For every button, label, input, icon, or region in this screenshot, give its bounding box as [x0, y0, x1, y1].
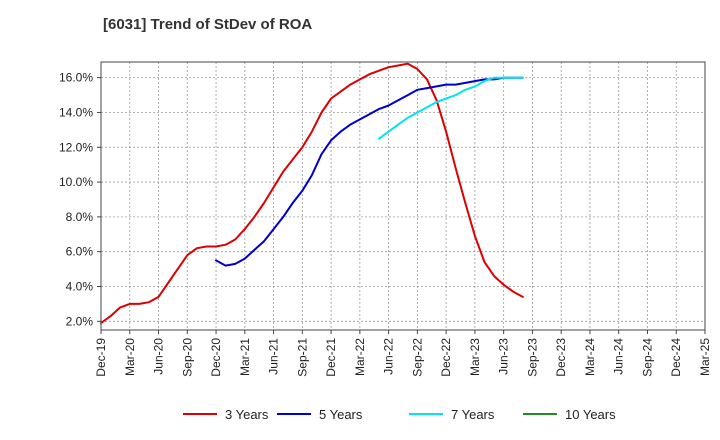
x-tick-label: Sep-24: [640, 338, 654, 377]
series-line-7-years: [378, 76, 524, 140]
plot-border: [100, 61, 706, 331]
y-tick-label: 12.0%: [59, 140, 93, 154]
x-tick-label: Dec-23: [554, 338, 568, 377]
y-axis: 2.0% 4.0% 6.0% 8.0% 10.0% 12.0% 14.0% 16.0%: [59, 71, 101, 328]
y-tick-label: 2.0%: [66, 314, 94, 328]
legend-label: 5 Years: [319, 407, 363, 422]
y-tick-label: 14.0%: [59, 105, 93, 119]
y-tick-label: 10.0%: [59, 175, 93, 189]
x-tick-label: Sep-20: [180, 338, 194, 377]
x-tick-label: Dec-24: [669, 338, 683, 377]
x-tick-label: Mar-23: [468, 338, 482, 376]
series-line-3-years: [100, 62, 524, 324]
x-tick-label: Jun-23: [497, 338, 511, 375]
legend-label: 10 Years: [565, 407, 616, 422]
x-tick-label: Mar-20: [123, 338, 137, 376]
chart-title: [6031] Trend of StDev of ROA: [103, 16, 313, 33]
grid-lines: [100, 62, 706, 330]
x-tick-label: Mar-22: [353, 338, 367, 376]
x-axis: Dec-19 Mar-20 Jun-20 Sep-20 Dec-20 Mar-21 Jun-…: [94, 330, 712, 377]
x-tick-label: Sep-23: [525, 338, 539, 377]
series-layer: [100, 62, 524, 324]
legend-label: 7 Years: [451, 407, 495, 422]
x-tick-label: Mar-24: [583, 338, 597, 376]
x-tick-label: Dec-19: [94, 338, 108, 377]
x-tick-label: Jun-21: [267, 338, 281, 375]
x-tick-label: Dec-21: [324, 338, 338, 377]
x-tick-label: Dec-22: [439, 338, 453, 377]
x-tick-label: Mar-21: [238, 338, 252, 376]
x-tick-label: Jun-22: [382, 338, 396, 375]
x-tick-label: Jun-20: [152, 338, 166, 375]
x-tick-label: Sep-22: [410, 338, 424, 377]
plot-area: [101, 62, 705, 330]
y-tick-label: 4.0%: [66, 279, 94, 293]
x-tick-label: Mar-25: [698, 338, 712, 376]
legend-label: 3 Years: [225, 407, 269, 422]
x-tick-label: Sep-21: [295, 338, 309, 377]
series-line-5-years: [215, 76, 524, 267]
x-tick-label: Jun-24: [612, 338, 626, 375]
y-tick-label: 16.0%: [59, 71, 93, 85]
legend: 3 Years 5 Years 7 Years 10 Years: [183, 407, 616, 422]
y-tick-label: 8.0%: [66, 210, 94, 224]
y-tick-label: 6.0%: [66, 245, 94, 259]
x-tick-label: Dec-20: [209, 338, 223, 377]
